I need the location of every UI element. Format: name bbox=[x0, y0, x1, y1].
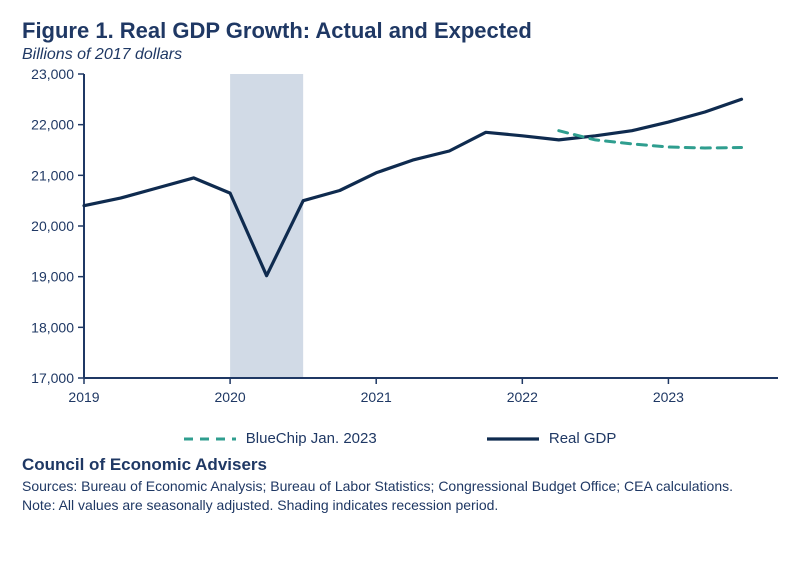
figure-title: Figure 1. Real GDP Growth: Actual and Ex… bbox=[22, 18, 778, 44]
figure-container: Figure 1. Real GDP Growth: Actual and Ex… bbox=[0, 0, 800, 565]
y-tick-label: 22,000 bbox=[31, 117, 74, 133]
y-tick-label: 23,000 bbox=[31, 68, 74, 82]
chart-legend: BlueChip Jan. 2023 Real GDP bbox=[22, 430, 778, 447]
legend-swatch-bluechip bbox=[184, 433, 236, 445]
x-tick-label: 2020 bbox=[215, 389, 246, 405]
legend-label-bluechip: BlueChip Jan. 2023 bbox=[246, 430, 377, 447]
legend-swatch-realgdp bbox=[487, 433, 539, 445]
x-tick-label: 2023 bbox=[653, 389, 684, 405]
y-tick-label: 17,000 bbox=[31, 370, 74, 386]
legend-label-realgdp: Real GDP bbox=[549, 430, 617, 447]
series-real_gdp bbox=[84, 99, 742, 275]
footer-org: Council of Economic Advisers bbox=[22, 455, 778, 475]
x-tick-label: 2021 bbox=[361, 389, 392, 405]
y-tick-label: 21,000 bbox=[31, 167, 74, 183]
footer-note: Note: All values are seasonally adjusted… bbox=[22, 496, 778, 515]
x-tick-label: 2022 bbox=[507, 389, 538, 405]
chart-svg: 17,000 18,000 19,000 20,000 21,000 22,000 23,0… bbox=[22, 68, 778, 428]
y-tick-label: 20,000 bbox=[31, 218, 74, 234]
y-tick-label: 18,000 bbox=[31, 319, 74, 335]
chart-plot: 17,000 18,000 19,000 20,000 21,000 22,000 23,0… bbox=[22, 68, 778, 428]
legend-item-realgdp: Real GDP bbox=[487, 430, 617, 447]
y-tick-label: 19,000 bbox=[31, 269, 74, 285]
figure-footer: Council of Economic Advisers Sources: Bu… bbox=[22, 455, 778, 515]
legend-item-bluechip: BlueChip Jan. 2023 bbox=[184, 430, 377, 447]
series-bluechip bbox=[559, 131, 742, 148]
figure-subtitle: Billions of 2017 dollars bbox=[22, 46, 778, 64]
x-tick-label: 2019 bbox=[68, 389, 99, 405]
footer-sources: Sources: Bureau of Economic Analysis; Bu… bbox=[22, 477, 778, 496]
